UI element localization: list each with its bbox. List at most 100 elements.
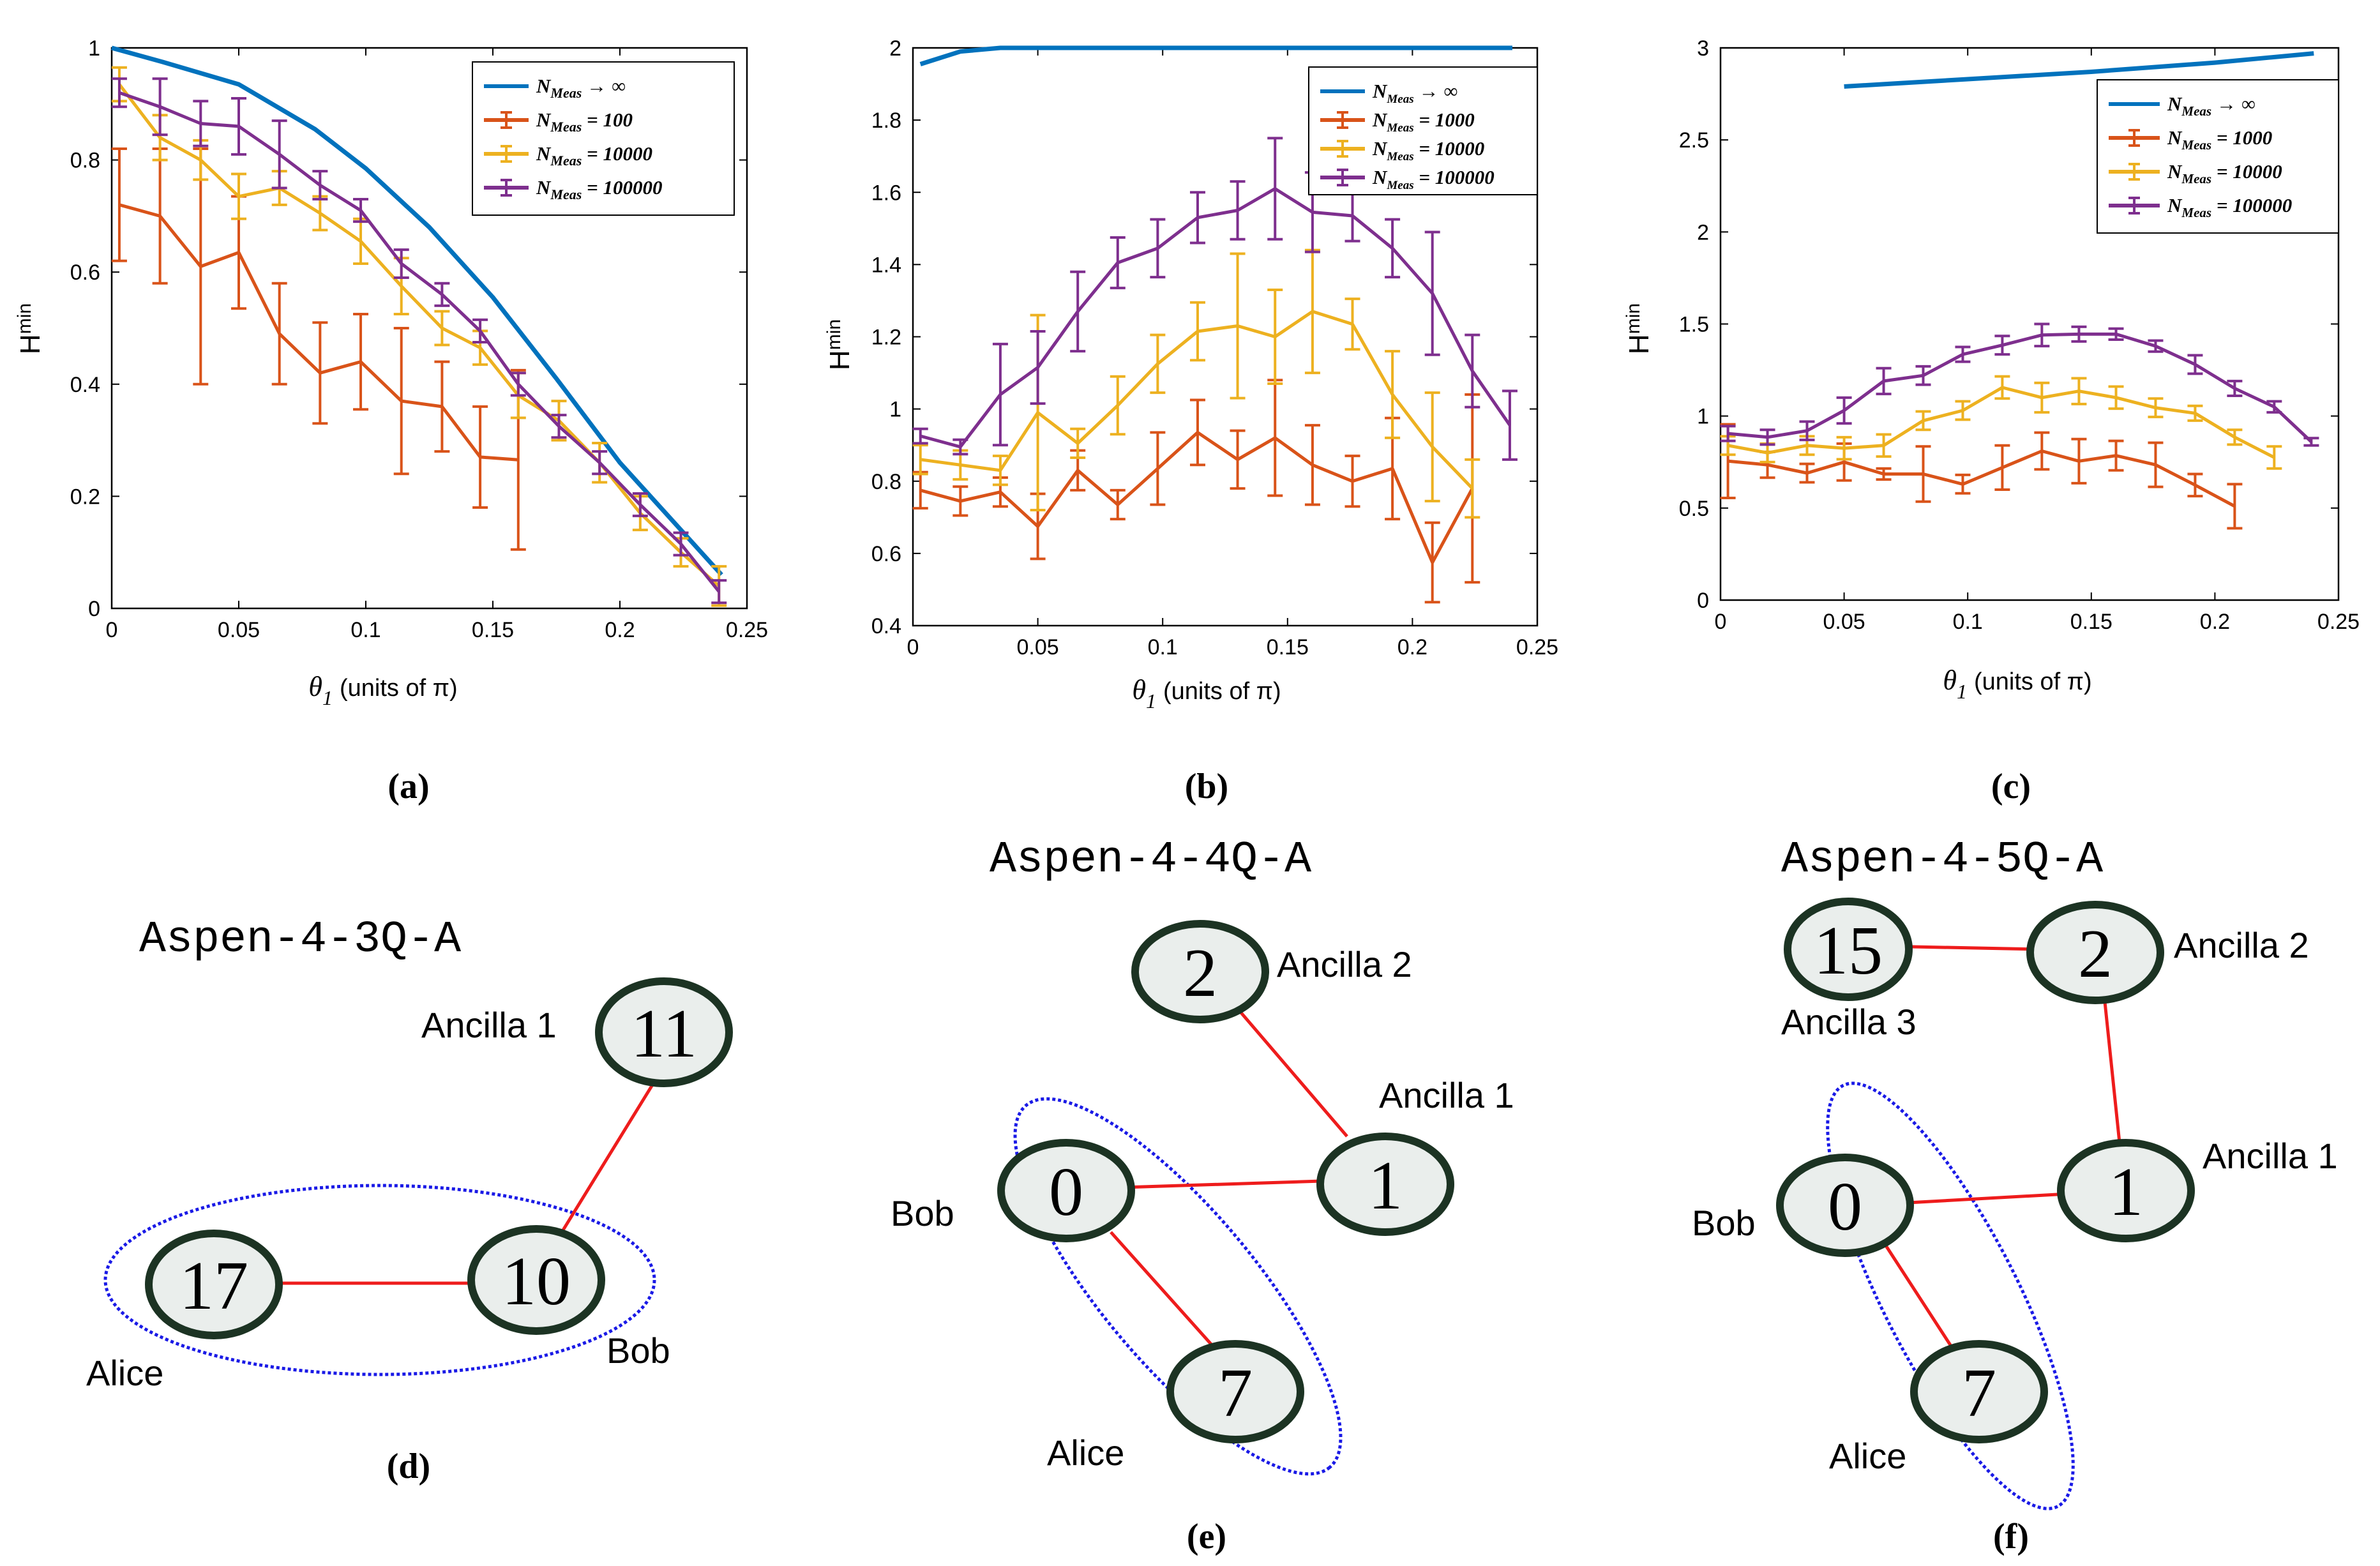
y-tick-label: 0.5 bbox=[1679, 497, 1709, 521]
qubit-node: 17 bbox=[145, 1230, 283, 1339]
tick-layer: 0 0.05 0.1 0.15 0.2 0.25 0 0.2 0.4 0.6 0.8 1 bbox=[70, 36, 768, 642]
legend-entry: NMeas → ∞ bbox=[1320, 80, 1457, 106]
qubit-label: Bob bbox=[606, 1330, 670, 1371]
x-tick-label: 0.1 bbox=[1953, 610, 1983, 634]
tick-layer: 0 0.05 0.1 0.15 0.2 0.25 0.4 0.6 0.8 1 1.2 1.4 1.6 1.… bbox=[871, 36, 1558, 659]
series-line bbox=[111, 45, 723, 576]
x-tick-label: 0 bbox=[907, 635, 919, 659]
qubit-number: 17 bbox=[179, 1248, 248, 1324]
y-tick-label: 1 bbox=[889, 398, 901, 422]
coupling-edge bbox=[1110, 1231, 1221, 1355]
coupling-edge bbox=[1911, 945, 2040, 951]
qubit-number: 11 bbox=[631, 996, 697, 1072]
series-high bbox=[111, 77, 727, 605]
qubit-label: Bob bbox=[891, 1193, 954, 1233]
y-tick-label: 1.6 bbox=[871, 181, 901, 205]
legend-box bbox=[1308, 66, 1538, 195]
x-tick-label: 0.2 bbox=[605, 618, 635, 642]
qubit-node: 11 bbox=[595, 977, 733, 1087]
series-inf bbox=[111, 45, 723, 576]
x-tick-label: 0 bbox=[1715, 610, 1727, 634]
qubit-node: 1 bbox=[2057, 1139, 2195, 1242]
legend-label: NMeas = 100000 bbox=[1372, 166, 1495, 192]
qubit-node: 0 bbox=[1776, 1154, 1914, 1257]
series-line bbox=[919, 45, 1512, 66]
legend-entry: NMeas = 1000 bbox=[2109, 126, 2272, 153]
legend-entry: NMeas = 100 bbox=[484, 109, 633, 135]
y-tick-label: 0 bbox=[1697, 589, 1709, 613]
y-tick-label: 0.6 bbox=[871, 542, 901, 566]
diagram-title: Aspen-4-5Q-A bbox=[1781, 835, 2103, 885]
y-tick-label: 2 bbox=[889, 36, 901, 61]
series-mid bbox=[912, 248, 1480, 519]
tick-layer: 0 0.05 0.1 0.15 0.2 0.25 0 0.5 1 1.5 2 2.5 3 bbox=[1679, 36, 2360, 634]
series-low bbox=[111, 147, 526, 551]
x-tick-label: 0.2 bbox=[2200, 610, 2230, 634]
diagram-d: Aspen-4-3Q-A 11 Ancilla 1 17 Alice 10 Bo… bbox=[86, 915, 733, 1486]
x-tick-label: 0.1 bbox=[350, 618, 380, 642]
y-axis-label: Hmin bbox=[824, 319, 855, 370]
qubit-label: Ancilla 1 bbox=[1379, 1075, 1514, 1115]
chart-panel-c: 0 0.05 0.1 0.15 0.2 0.25 0 0.5 1 1.5 2 2.5 3 Hmin θ1… bbox=[1623, 36, 2360, 806]
legend-label: NMeas = 100000 bbox=[2167, 194, 2292, 220]
coupling-edge bbox=[1231, 1001, 1348, 1138]
legend-label: NMeas = 10000 bbox=[536, 142, 652, 169]
y-tick-label: 0.4 bbox=[871, 614, 901, 638]
y-tick-label: 0.6 bbox=[70, 260, 100, 285]
qubit-node: 0 bbox=[997, 1139, 1135, 1242]
qubit-number: 7 bbox=[1218, 1355, 1253, 1431]
qubit-number: 10 bbox=[502, 1244, 571, 1320]
qubit-node: 7 bbox=[1166, 1340, 1304, 1443]
qubit-node: 7 bbox=[1910, 1340, 2048, 1443]
x-tick-label: 0.1 bbox=[1148, 635, 1178, 659]
y-axis-label: Hmin bbox=[14, 303, 46, 354]
series-high bbox=[912, 137, 1518, 461]
diagram-title: Aspen-4-3Q-A bbox=[139, 915, 461, 965]
alice-bob-group-ellipse bbox=[103, 1184, 656, 1376]
caption: (a) bbox=[388, 767, 429, 806]
coupling-edge bbox=[2102, 989, 2121, 1143]
x-axis-label: θ1 (units of π) bbox=[1132, 674, 1281, 712]
diagram-title: Aspen-4-4Q-A bbox=[990, 835, 1311, 885]
y-tick-label: 3 bbox=[1697, 36, 1709, 61]
chart-panel-a: 0 0.05 0.1 0.15 0.2 0.25 0 0.2 0.4 0.6 0.8 1 Hmin θ… bbox=[14, 36, 768, 806]
y-tick-label: 1.4 bbox=[871, 253, 901, 277]
y-tick-label: 2.5 bbox=[1679, 128, 1709, 153]
coupling-edge bbox=[1881, 1240, 1962, 1361]
y-axis-label: Hmin bbox=[1623, 303, 1655, 354]
legend-label: NMeas = 100 bbox=[536, 109, 633, 135]
y-tick-label: 0.8 bbox=[871, 470, 901, 494]
y-tick-label: 0 bbox=[88, 597, 100, 621]
legend-label: NMeas = 10000 bbox=[2167, 160, 2282, 186]
legend: NMeas → ∞ NMeas = 1000 NMeas = 10000 NMeas … bbox=[2097, 79, 2339, 234]
caption: (b) bbox=[1185, 767, 1228, 806]
series-line bbox=[920, 187, 1512, 449]
qubit-label: Alice bbox=[86, 1353, 163, 1393]
qubit-node: 2 bbox=[1131, 920, 1269, 1023]
x-tick-label: 0.25 bbox=[1516, 635, 1558, 659]
qubit-number: 7 bbox=[1962, 1355, 1996, 1431]
series-low bbox=[1720, 423, 2243, 530]
x-tick-label: 0.15 bbox=[1267, 635, 1309, 659]
series-line bbox=[1728, 449, 2236, 508]
y-tick-label: 0.8 bbox=[70, 149, 100, 173]
y-tick-label: 1.5 bbox=[1679, 313, 1709, 337]
series-line bbox=[117, 83, 720, 587]
coupling-edge bbox=[1895, 1192, 2069, 1205]
diagram-f: Aspen-4-5Q-A 15 Ancilla 3 2 Ancilla 2 1 … bbox=[1692, 835, 2338, 1556]
legend-entry: NMeas = 1000 bbox=[1320, 109, 1475, 135]
legend-entry: NMeas = 100000 bbox=[1320, 166, 1495, 192]
legend-label: NMeas → ∞ bbox=[2167, 93, 2256, 119]
y-tick-label: 2 bbox=[1697, 220, 1709, 245]
series-high bbox=[1720, 322, 2319, 447]
coupling-edge bbox=[1123, 1179, 1322, 1189]
series-layer bbox=[1720, 51, 2319, 530]
series-inf bbox=[919, 45, 1512, 66]
legend-label: NMeas = 1000 bbox=[1372, 109, 1475, 135]
x-tick-label: 0.05 bbox=[1017, 635, 1059, 659]
qubit-number: 1 bbox=[1368, 1148, 1403, 1224]
legend-label: NMeas → ∞ bbox=[1372, 80, 1457, 106]
x-tick-label: 0.2 bbox=[1397, 635, 1427, 659]
qubit-number: 2 bbox=[2078, 916, 2113, 992]
